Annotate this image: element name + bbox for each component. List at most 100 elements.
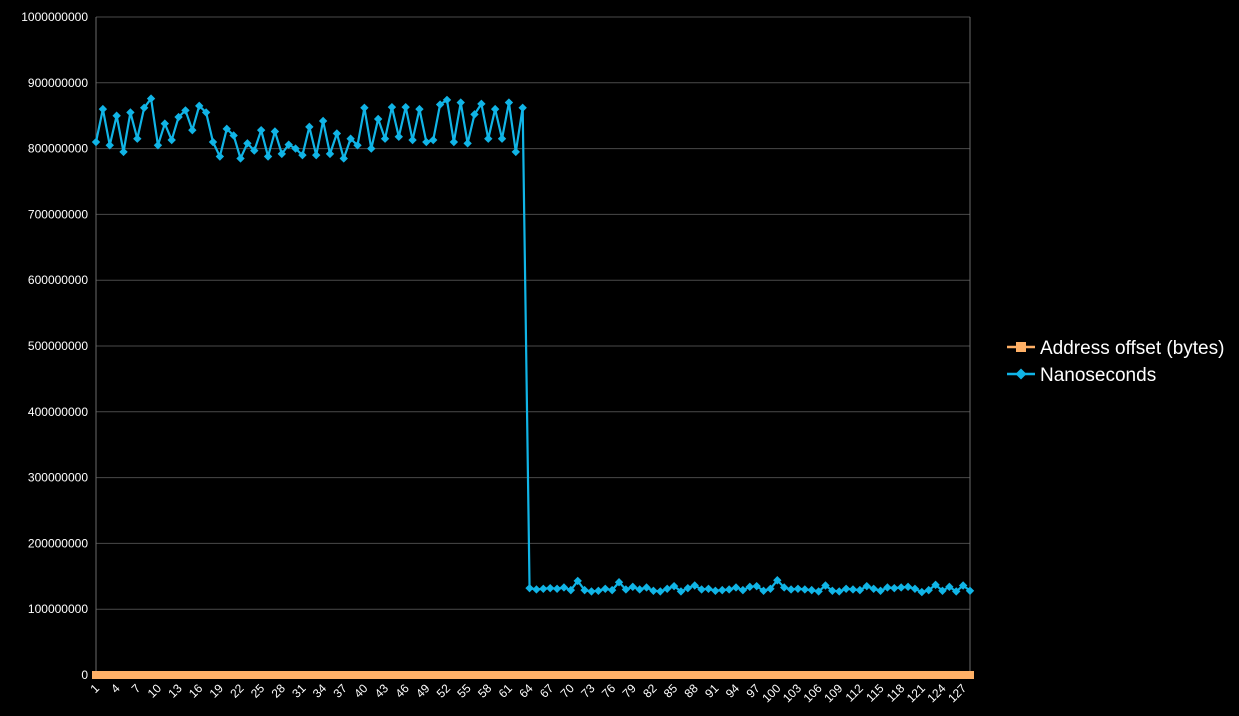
data-point-diamond [133, 134, 142, 143]
data-point-diamond [656, 587, 665, 596]
data-point-square [491, 671, 500, 679]
data-point-square [594, 671, 603, 679]
data-point-square [952, 670, 961, 679]
data-point-square [766, 671, 775, 679]
data-point-diamond [215, 152, 225, 161]
legend-marker-diamond [1015, 368, 1027, 380]
data-point-diamond [566, 585, 576, 595]
data-point-diamond [958, 581, 968, 590]
legend-label: Address offset (bytes) [1040, 338, 1224, 359]
data-point-square [429, 671, 438, 679]
data-point-diamond [229, 131, 238, 140]
data-point-square [615, 671, 624, 679]
data-point-square [312, 671, 321, 679]
data-point-square [339, 671, 348, 679]
series-2 [91, 94, 975, 597]
data-point-diamond [470, 110, 479, 119]
data-point-diamond [201, 108, 211, 117]
data-point-square [270, 671, 279, 679]
data-point-diamond [394, 132, 404, 141]
data-point-square [587, 671, 596, 679]
data-point-diamond [821, 581, 830, 590]
data-point-diamond [146, 94, 156, 103]
data-point-diamond [346, 134, 355, 143]
data-point-square [910, 670, 919, 679]
data-point-diamond [325, 149, 335, 159]
data-point-diamond [373, 114, 383, 124]
data-point-diamond [291, 144, 300, 153]
y-tick-label: 300000000 [28, 471, 88, 485]
data-point-square [546, 671, 555, 679]
data-point-square [539, 671, 548, 679]
data-point-square [408, 671, 417, 679]
data-point-diamond [621, 585, 631, 594]
data-point-square [835, 671, 844, 679]
data-point-square [559, 671, 568, 679]
data-point-diamond [546, 583, 555, 593]
data-point-square [725, 671, 734, 679]
y-tick-label: 400000000 [28, 405, 88, 419]
legend-item: Address offset (bytes) [1007, 338, 1224, 359]
data-point-square [787, 671, 796, 679]
data-point-diamond [195, 101, 204, 111]
data-point-diamond [896, 583, 906, 592]
data-point-diamond [367, 144, 376, 153]
data-point-square [511, 671, 520, 679]
data-point-diamond [277, 149, 287, 159]
data-point-diamond [525, 583, 534, 593]
data-point-diamond [208, 137, 218, 147]
data-point-square [800, 671, 809, 679]
data-point-square [319, 671, 328, 679]
data-point-diamond [387, 102, 397, 112]
data-series [91, 94, 975, 679]
data-point-square [264, 671, 273, 679]
data-point-diamond [731, 583, 741, 592]
y-axis-tick-labels: 0 100000000 200000000 300000000 400000000 500… [21, 10, 88, 682]
data-point-diamond [766, 584, 775, 594]
data-point-square [732, 671, 741, 679]
data-point-diamond [463, 139, 472, 148]
data-point-square [738, 671, 747, 679]
data-point-square [387, 671, 396, 679]
data-point-diamond [862, 581, 871, 591]
data-point-square [332, 671, 341, 679]
data-point-square [752, 671, 761, 679]
data-point-diamond [167, 135, 176, 145]
data-point-diamond [174, 112, 183, 122]
data-point-diamond [181, 106, 190, 115]
y-tick-label: 500000000 [28, 339, 88, 353]
data-point-diamond [497, 134, 507, 143]
data-point-diamond [442, 95, 452, 105]
gridlines [96, 16, 970, 676]
data-point-diamond [855, 585, 865, 595]
data-point-square [498, 671, 507, 679]
data-point-diamond [518, 103, 527, 113]
data-point-square [257, 671, 266, 679]
data-point-diamond [353, 141, 362, 150]
data-point-square [945, 670, 954, 679]
data-point-square [566, 671, 575, 679]
data-point-square [690, 671, 699, 679]
data-point-diamond [429, 135, 438, 145]
data-point-diamond [635, 585, 644, 594]
data-point-square [98, 671, 107, 679]
data-point-square [931, 670, 940, 679]
data-point-diamond [504, 98, 514, 107]
data-point-diamond [139, 103, 149, 113]
data-point-diamond [965, 586, 975, 595]
data-point-square [353, 671, 362, 679]
data-point-square [222, 671, 231, 679]
y-tick-label: 1000000000 [21, 10, 88, 24]
legend: Address offset (bytes) Nanoseconds [1007, 338, 1224, 386]
data-point-square [504, 671, 513, 679]
data-point-square [174, 671, 183, 679]
data-point-diamond [401, 102, 410, 112]
data-point-diamond [580, 585, 589, 595]
data-point-square [422, 671, 431, 679]
data-point-diamond [477, 99, 486, 109]
data-point-square [608, 671, 617, 679]
data-point-diamond [614, 578, 624, 587]
data-point-square [855, 671, 864, 679]
data-point-diamond [945, 582, 954, 592]
